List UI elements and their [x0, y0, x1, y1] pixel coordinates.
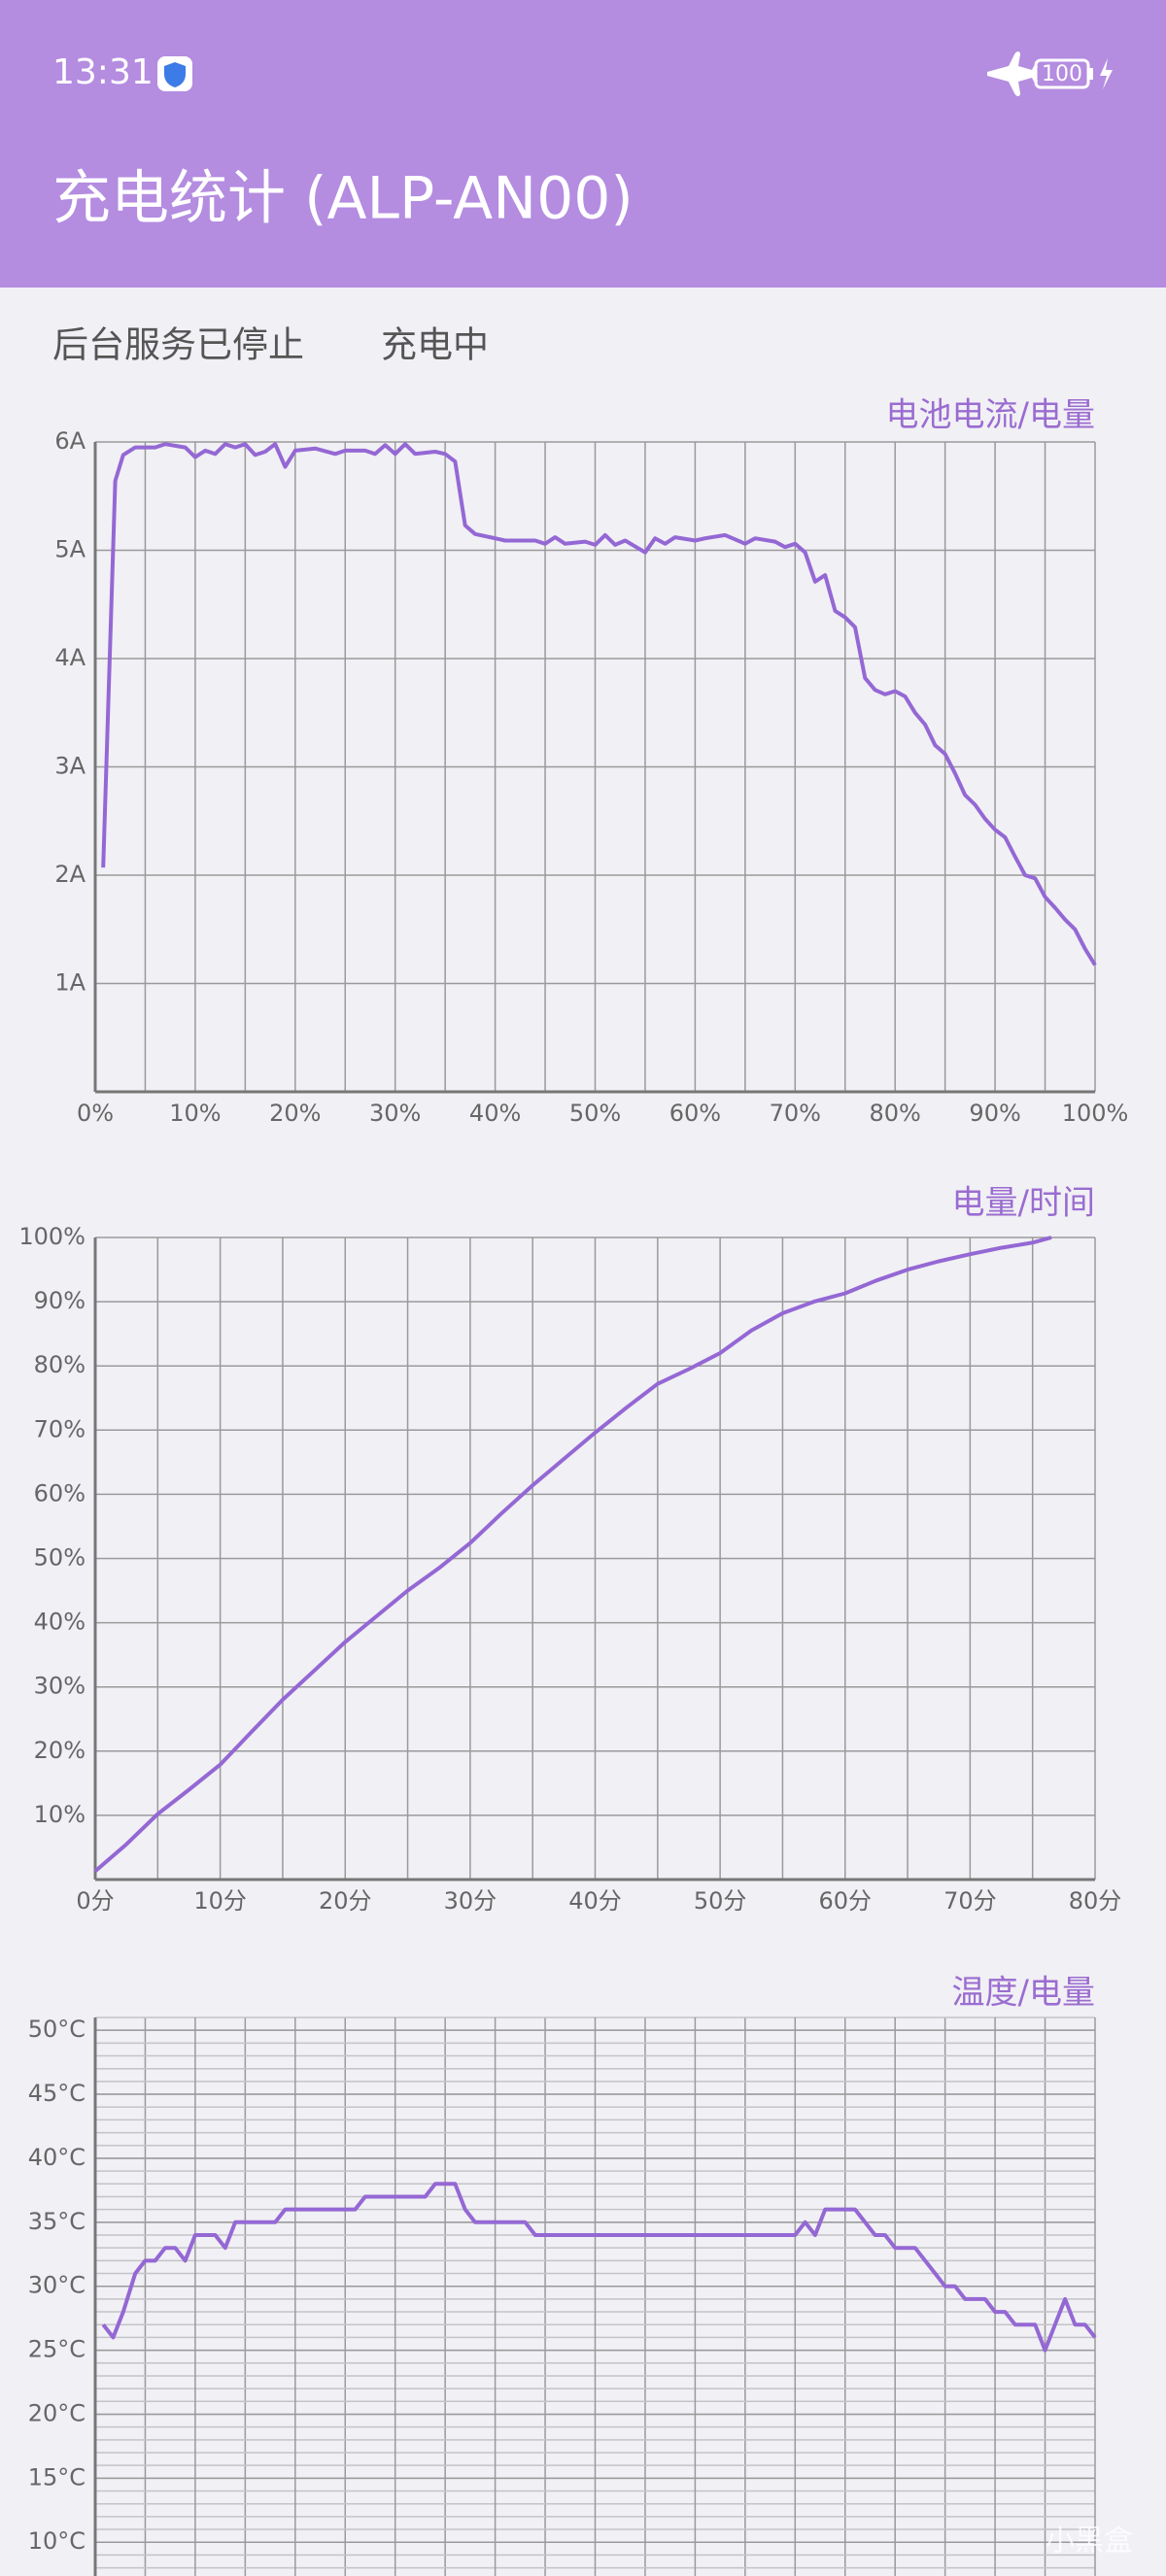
app-bar — [0, 0, 1166, 288]
x-tick-label: 60% — [669, 1100, 721, 1127]
x-tick-label: 80% — [870, 1100, 921, 1127]
chart-title: 电池电流/电量 — [886, 396, 1095, 435]
y-tick-label: 70% — [34, 1415, 86, 1442]
y-tick-label: 10°C — [28, 2527, 86, 2555]
y-tick-label: 20°C — [28, 2399, 86, 2426]
page-title: 充电统计 (ALP-AN00) — [52, 165, 634, 233]
x-tick-label: 50% — [569, 1100, 621, 1127]
y-tick-label: 45°C — [28, 2080, 86, 2107]
x-tick-label: 30% — [369, 1100, 421, 1127]
battery-icon — [1034, 58, 1090, 89]
y-tick-label: 50°C — [28, 2016, 86, 2043]
service-status: 后台服务已停止 — [52, 324, 304, 366]
battery-tip — [1089, 68, 1093, 80]
charge-state: 充电中 — [381, 324, 489, 366]
x-tick-label: 60分 — [818, 1887, 872, 1915]
y-tick-label: 30% — [34, 1673, 86, 1700]
y-tick-label: 3A — [54, 753, 86, 780]
x-tick-label: 70分 — [943, 1887, 997, 1915]
chart-title: 温度/电量 — [952, 1974, 1095, 2013]
status-time: 13:31 — [52, 52, 154, 92]
x-tick-label: 100% — [1062, 1100, 1129, 1127]
x-tick-label: 0% — [77, 1100, 114, 1127]
x-tick-label: 20% — [269, 1100, 321, 1127]
x-tick-label: 70% — [770, 1100, 821, 1127]
battery-level: 100 — [1042, 62, 1082, 86]
airplane-icon — [987, 51, 1038, 96]
x-tick-label: 0分 — [76, 1887, 114, 1915]
data-line — [93, 1236, 1052, 1873]
y-tick-label: 6A — [54, 427, 86, 455]
x-tick-label: 40分 — [568, 1887, 622, 1915]
x-tick-label: 80分 — [1069, 1887, 1122, 1915]
data-line — [101, 2182, 1097, 2353]
y-tick-label: 60% — [34, 1479, 86, 1507]
y-tick-label: 80% — [34, 1351, 86, 1378]
y-tick-label: 20% — [34, 1737, 86, 1764]
y-tick-label: 40°C — [28, 2144, 86, 2171]
watermark: 小黑盒 — [1046, 2525, 1133, 2559]
x-tick-label: 50分 — [694, 1887, 747, 1915]
y-tick-label: 25°C — [28, 2336, 86, 2363]
y-tick-label: 5A — [54, 536, 86, 563]
y-tick-label: 100% — [18, 1223, 86, 1250]
x-tick-label: 20分 — [319, 1887, 372, 1915]
x-tick-label: 90% — [969, 1100, 1020, 1127]
charging-icon — [1100, 58, 1113, 89]
y-tick-label: 50% — [34, 1544, 86, 1572]
shield-icon — [157, 56, 192, 91]
x-tick-label: 40% — [469, 1100, 521, 1127]
y-tick-label: 40% — [34, 1609, 86, 1636]
x-tick-label: 10分 — [193, 1887, 247, 1915]
y-tick-label: 2A — [54, 861, 86, 888]
data-line — [101, 442, 1097, 966]
y-tick-label: 10% — [34, 1801, 86, 1828]
y-tick-label: 1A — [54, 969, 86, 997]
y-tick-label: 90% — [34, 1287, 86, 1314]
x-tick-label: 10% — [169, 1100, 221, 1127]
y-tick-label: 35°C — [28, 2208, 86, 2235]
y-tick-label: 30°C — [28, 2272, 86, 2299]
y-tick-label: 15°C — [28, 2463, 86, 2491]
x-tick-label: 30分 — [444, 1887, 497, 1915]
chart-title: 电量/时间 — [952, 1184, 1095, 1223]
y-tick-label: 4A — [54, 644, 86, 671]
